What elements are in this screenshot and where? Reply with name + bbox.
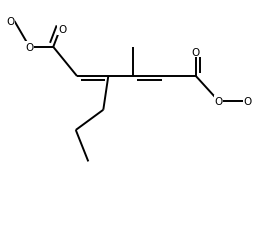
- Text: O: O: [243, 96, 252, 106]
- Text: O: O: [58, 25, 66, 35]
- Text: O: O: [25, 43, 34, 53]
- Text: O: O: [192, 48, 200, 58]
- Text: O: O: [6, 17, 14, 27]
- Text: O: O: [214, 96, 223, 106]
